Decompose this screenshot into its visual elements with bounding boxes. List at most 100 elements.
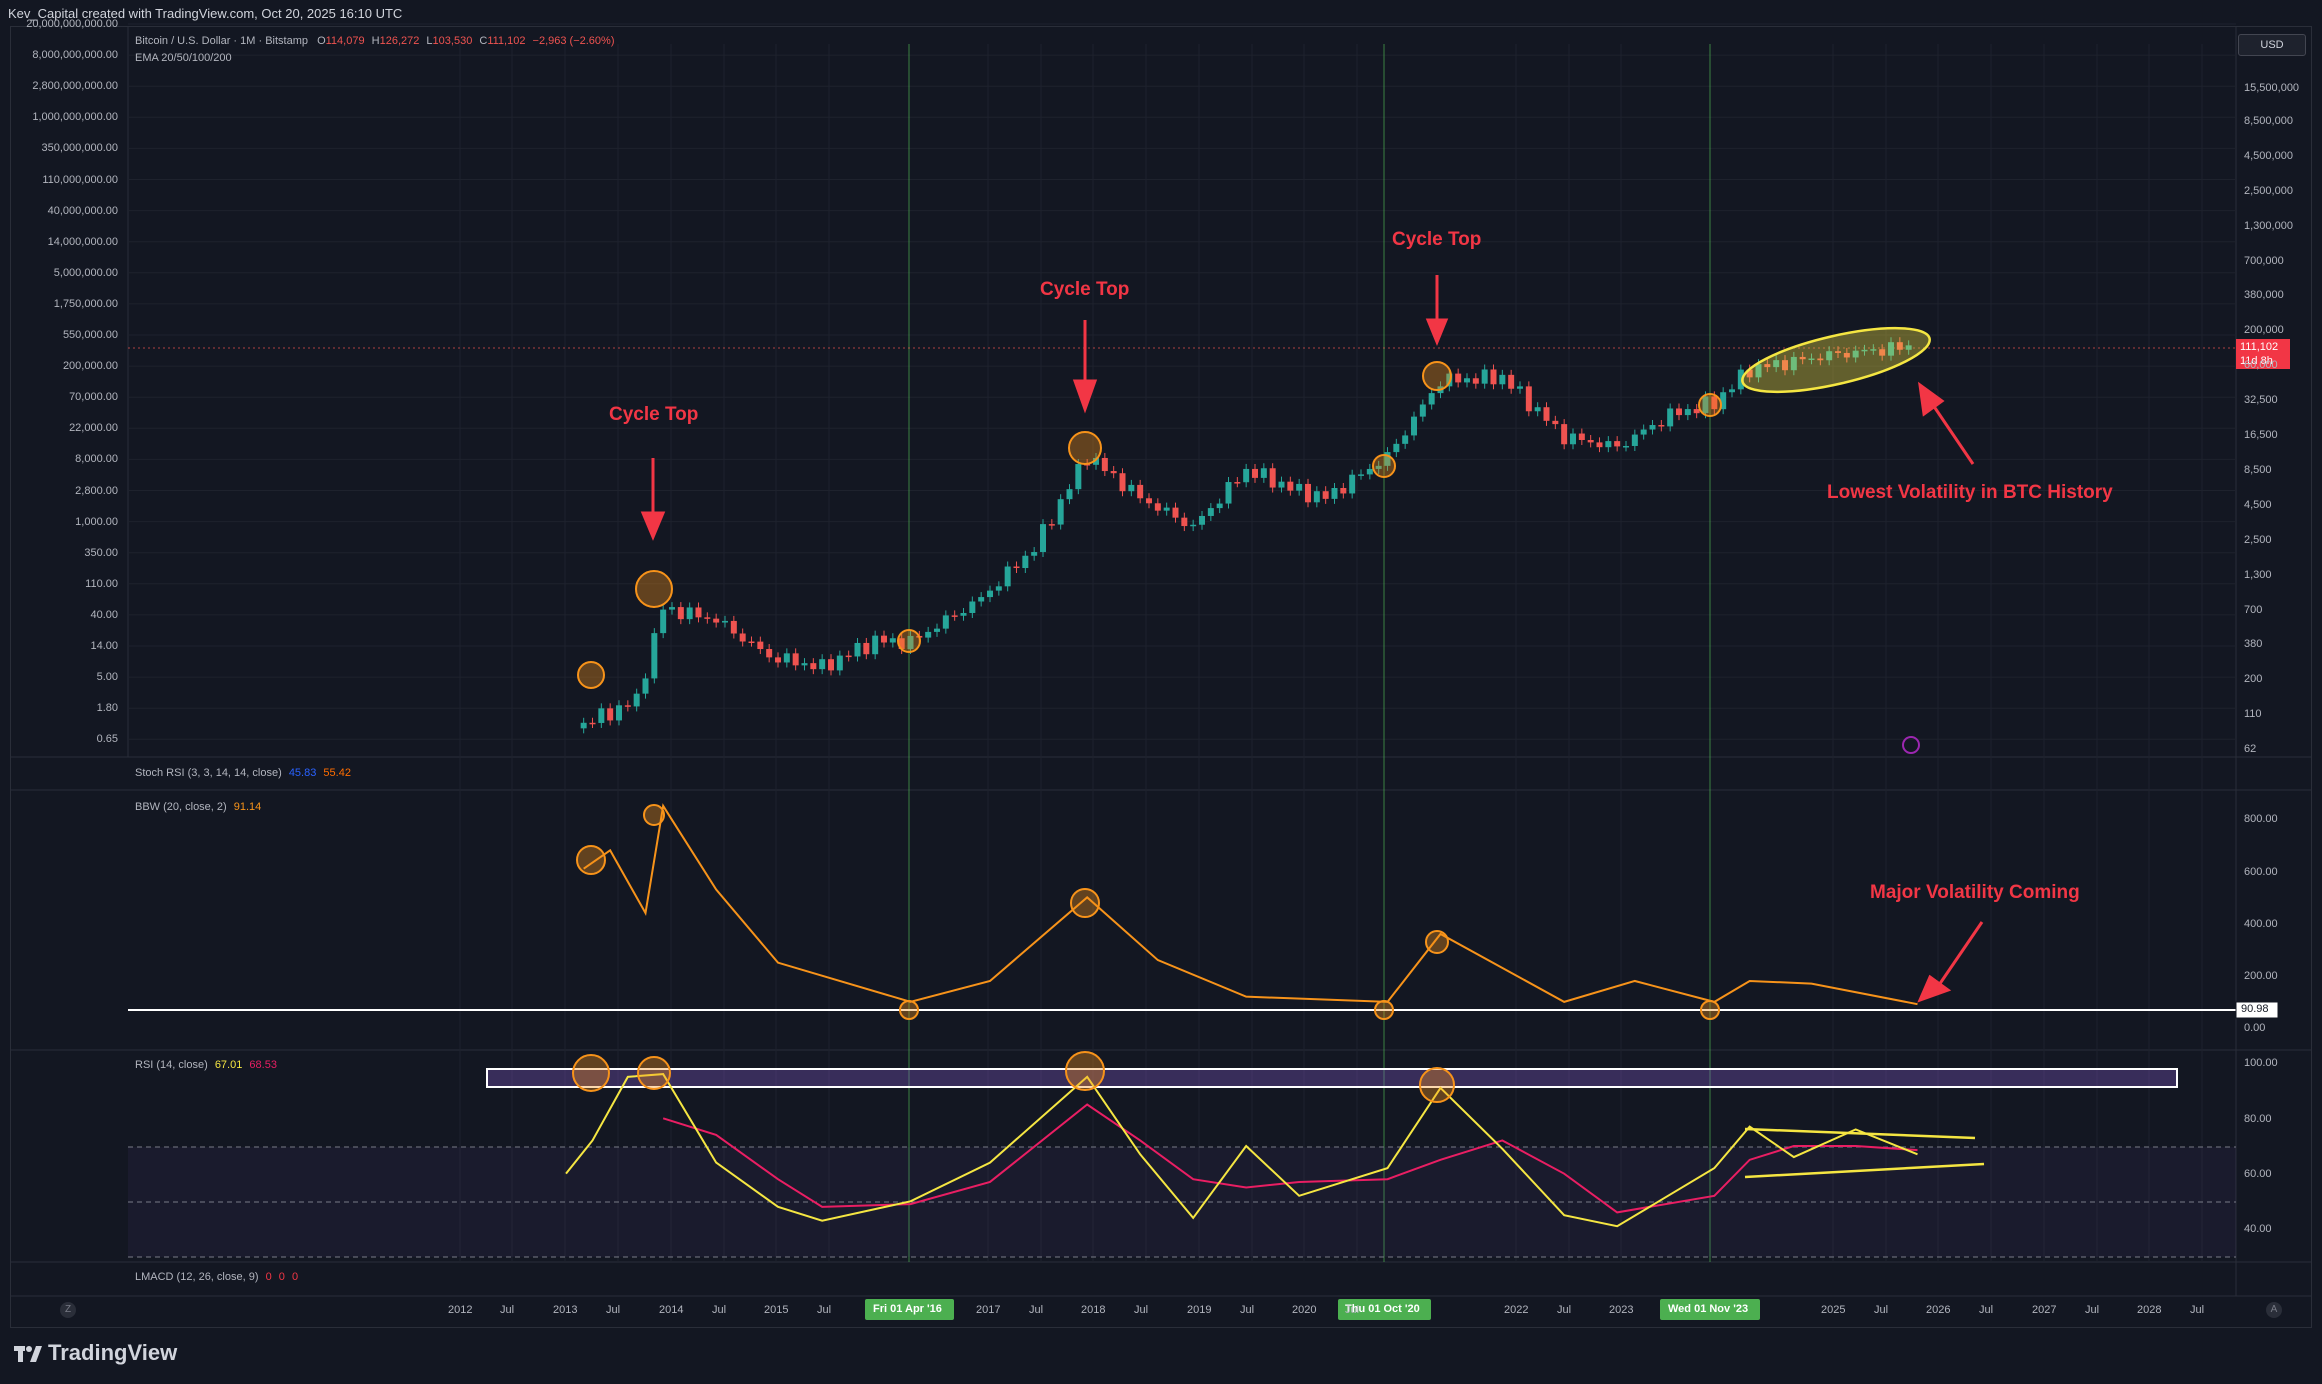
tradingview-logo-icon bbox=[14, 1344, 42, 1362]
right-axis-tick: 16,500 bbox=[2244, 429, 2278, 441]
ohlc-high: 126,272 bbox=[379, 35, 420, 47]
gridlines bbox=[128, 23, 2236, 1262]
lmacd-v3: 0 bbox=[291, 1271, 299, 1283]
cycle-top-label-2: Cycle Top bbox=[1040, 279, 1130, 300]
candle-body bbox=[1101, 457, 1108, 472]
left-axis-tick: 1,750,000.00 bbox=[53, 297, 118, 310]
bbw-markers bbox=[576, 804, 1720, 1020]
candle-body bbox=[1181, 517, 1188, 527]
candle-body bbox=[1587, 439, 1594, 443]
auto-scale-button[interactable]: A bbox=[2266, 1302, 2282, 1318]
time-highlight-2: Thu 01 Oct '20 bbox=[1345, 1303, 1420, 1315]
left-axis-tick: 8,000.00 bbox=[75, 453, 118, 466]
candle-body bbox=[783, 653, 790, 663]
ohlc-h-label: H bbox=[371, 35, 380, 47]
rsi-legend[interactable]: RSI (14, close) 67.01 68.53 bbox=[135, 1059, 277, 1071]
low-volatility-ellipse bbox=[1741, 326, 1931, 394]
candle-body bbox=[1826, 351, 1833, 361]
candle-body bbox=[1216, 503, 1223, 509]
zoom-z-button[interactable]: Z bbox=[60, 1302, 76, 1318]
candle-body bbox=[819, 659, 826, 670]
bbw-axis-tick: 600.00 bbox=[2244, 866, 2278, 878]
stoch-rsi-legend[interactable]: Stoch RSI (3, 3, 14, 14, close) 45.83 55… bbox=[135, 767, 351, 779]
candle-body bbox=[1172, 507, 1179, 518]
candle-body bbox=[1817, 358, 1824, 361]
candle-body bbox=[1835, 351, 1841, 353]
candle-body bbox=[660, 609, 667, 634]
candle-body bbox=[1013, 566, 1020, 569]
candle-body bbox=[713, 618, 720, 623]
left-axis-tick: 14,000,000.00 bbox=[47, 235, 118, 248]
candle-body bbox=[1843, 352, 1850, 358]
candle-body bbox=[1508, 374, 1515, 389]
candle-body bbox=[1128, 484, 1135, 492]
right-axis-tick: 62 bbox=[2244, 743, 2257, 756]
candle-body bbox=[1614, 441, 1621, 447]
candle-body bbox=[1048, 524, 1055, 526]
tradingview-logo[interactable]: TradingView bbox=[14, 1340, 177, 1366]
left-axis-tick: 5.00 bbox=[96, 671, 118, 684]
tv-indicator-icon[interactable] bbox=[1902, 736, 1920, 754]
left-axis-tick: 22,000.00 bbox=[69, 422, 118, 435]
candle-body bbox=[1207, 508, 1214, 516]
currency-button[interactable]: USD bbox=[2238, 34, 2306, 56]
ohlc-open: 114,079 bbox=[325, 35, 365, 47]
candle-body bbox=[1782, 360, 1788, 371]
left-axis-tick: 350,000,000.00 bbox=[41, 142, 118, 155]
ohlc-o-label: O bbox=[317, 35, 326, 47]
candle-body bbox=[1375, 465, 1382, 469]
bbw-line bbox=[583, 803, 1918, 1006]
candle-body bbox=[1481, 369, 1488, 384]
candle-body bbox=[1252, 468, 1258, 478]
ohlc-close: 111,102 bbox=[487, 35, 526, 47]
lmacd-legend[interactable]: LMACD (12, 26, close, 9) 0 0 0 bbox=[135, 1271, 298, 1283]
candle-body bbox=[1623, 445, 1629, 448]
candle-body bbox=[1190, 524, 1197, 527]
candle-body bbox=[1499, 374, 1506, 385]
candle-body bbox=[1711, 396, 1718, 410]
rsi-ma-line bbox=[662, 1103, 1918, 1214]
candle-body bbox=[748, 641, 755, 644]
candle-body bbox=[739, 633, 746, 642]
left-axis-tick: 40.00 bbox=[90, 608, 118, 621]
right-axis-tick: 8,500,000 bbox=[2244, 114, 2293, 127]
rsi-markers bbox=[572, 1051, 1455, 1103]
left-axis-tick: 70,000.00 bbox=[69, 391, 118, 404]
candle-body bbox=[1075, 464, 1082, 490]
candle-body bbox=[1146, 498, 1152, 504]
bbw-axis-tick: 400.00 bbox=[2244, 918, 2278, 930]
candle-body bbox=[1702, 396, 1709, 414]
candle-body bbox=[1870, 349, 1877, 351]
candle-body bbox=[1402, 435, 1409, 444]
candle-body bbox=[730, 620, 737, 634]
time-axis-tick: 2015 bbox=[764, 1304, 789, 1316]
right-axis-tick: 4,500,000 bbox=[2244, 149, 2293, 162]
candle-body bbox=[1163, 507, 1170, 511]
candle-body bbox=[898, 638, 905, 650]
major-volatility-label: Major Volatility Coming bbox=[1870, 882, 2080, 903]
candle-body bbox=[1534, 407, 1541, 412]
candle-body bbox=[1852, 350, 1859, 358]
right-axis-tick: 700,000 bbox=[2244, 254, 2284, 267]
time-axis-tick: 2012 bbox=[448, 1304, 473, 1316]
candle-body bbox=[810, 663, 817, 670]
left-axis-tick: 14.00 bbox=[90, 640, 118, 652]
chart-header: Kev_Capital created with TradingView.com… bbox=[8, 6, 403, 21]
left-axis-tick: 110,000,000.00 bbox=[42, 173, 118, 186]
bbw-legend[interactable]: BBW (20, close, 2) 91.14 bbox=[135, 801, 261, 813]
candle-body bbox=[1472, 378, 1479, 384]
ema-label[interactable]: EMA 20/50/100/200 bbox=[135, 52, 232, 64]
lmacd-v2: 0 bbox=[278, 1271, 285, 1283]
candle-body bbox=[1773, 360, 1780, 368]
candle-body bbox=[766, 649, 773, 658]
candle-body bbox=[1605, 441, 1612, 448]
candle-body bbox=[1684, 409, 1691, 416]
right-axis-tick: 15,500,000 bbox=[2244, 82, 2300, 94]
time-axis-tick: 2023 bbox=[1609, 1304, 1634, 1316]
ohlc-low: 103,530 bbox=[432, 35, 473, 47]
candle-body bbox=[1896, 342, 1903, 350]
stoch-rsi-label: Stoch RSI (3, 3, 14, 14, close) bbox=[135, 767, 282, 779]
time-axis-tick: Jul bbox=[1874, 1304, 1889, 1316]
candle-body bbox=[1905, 345, 1912, 350]
